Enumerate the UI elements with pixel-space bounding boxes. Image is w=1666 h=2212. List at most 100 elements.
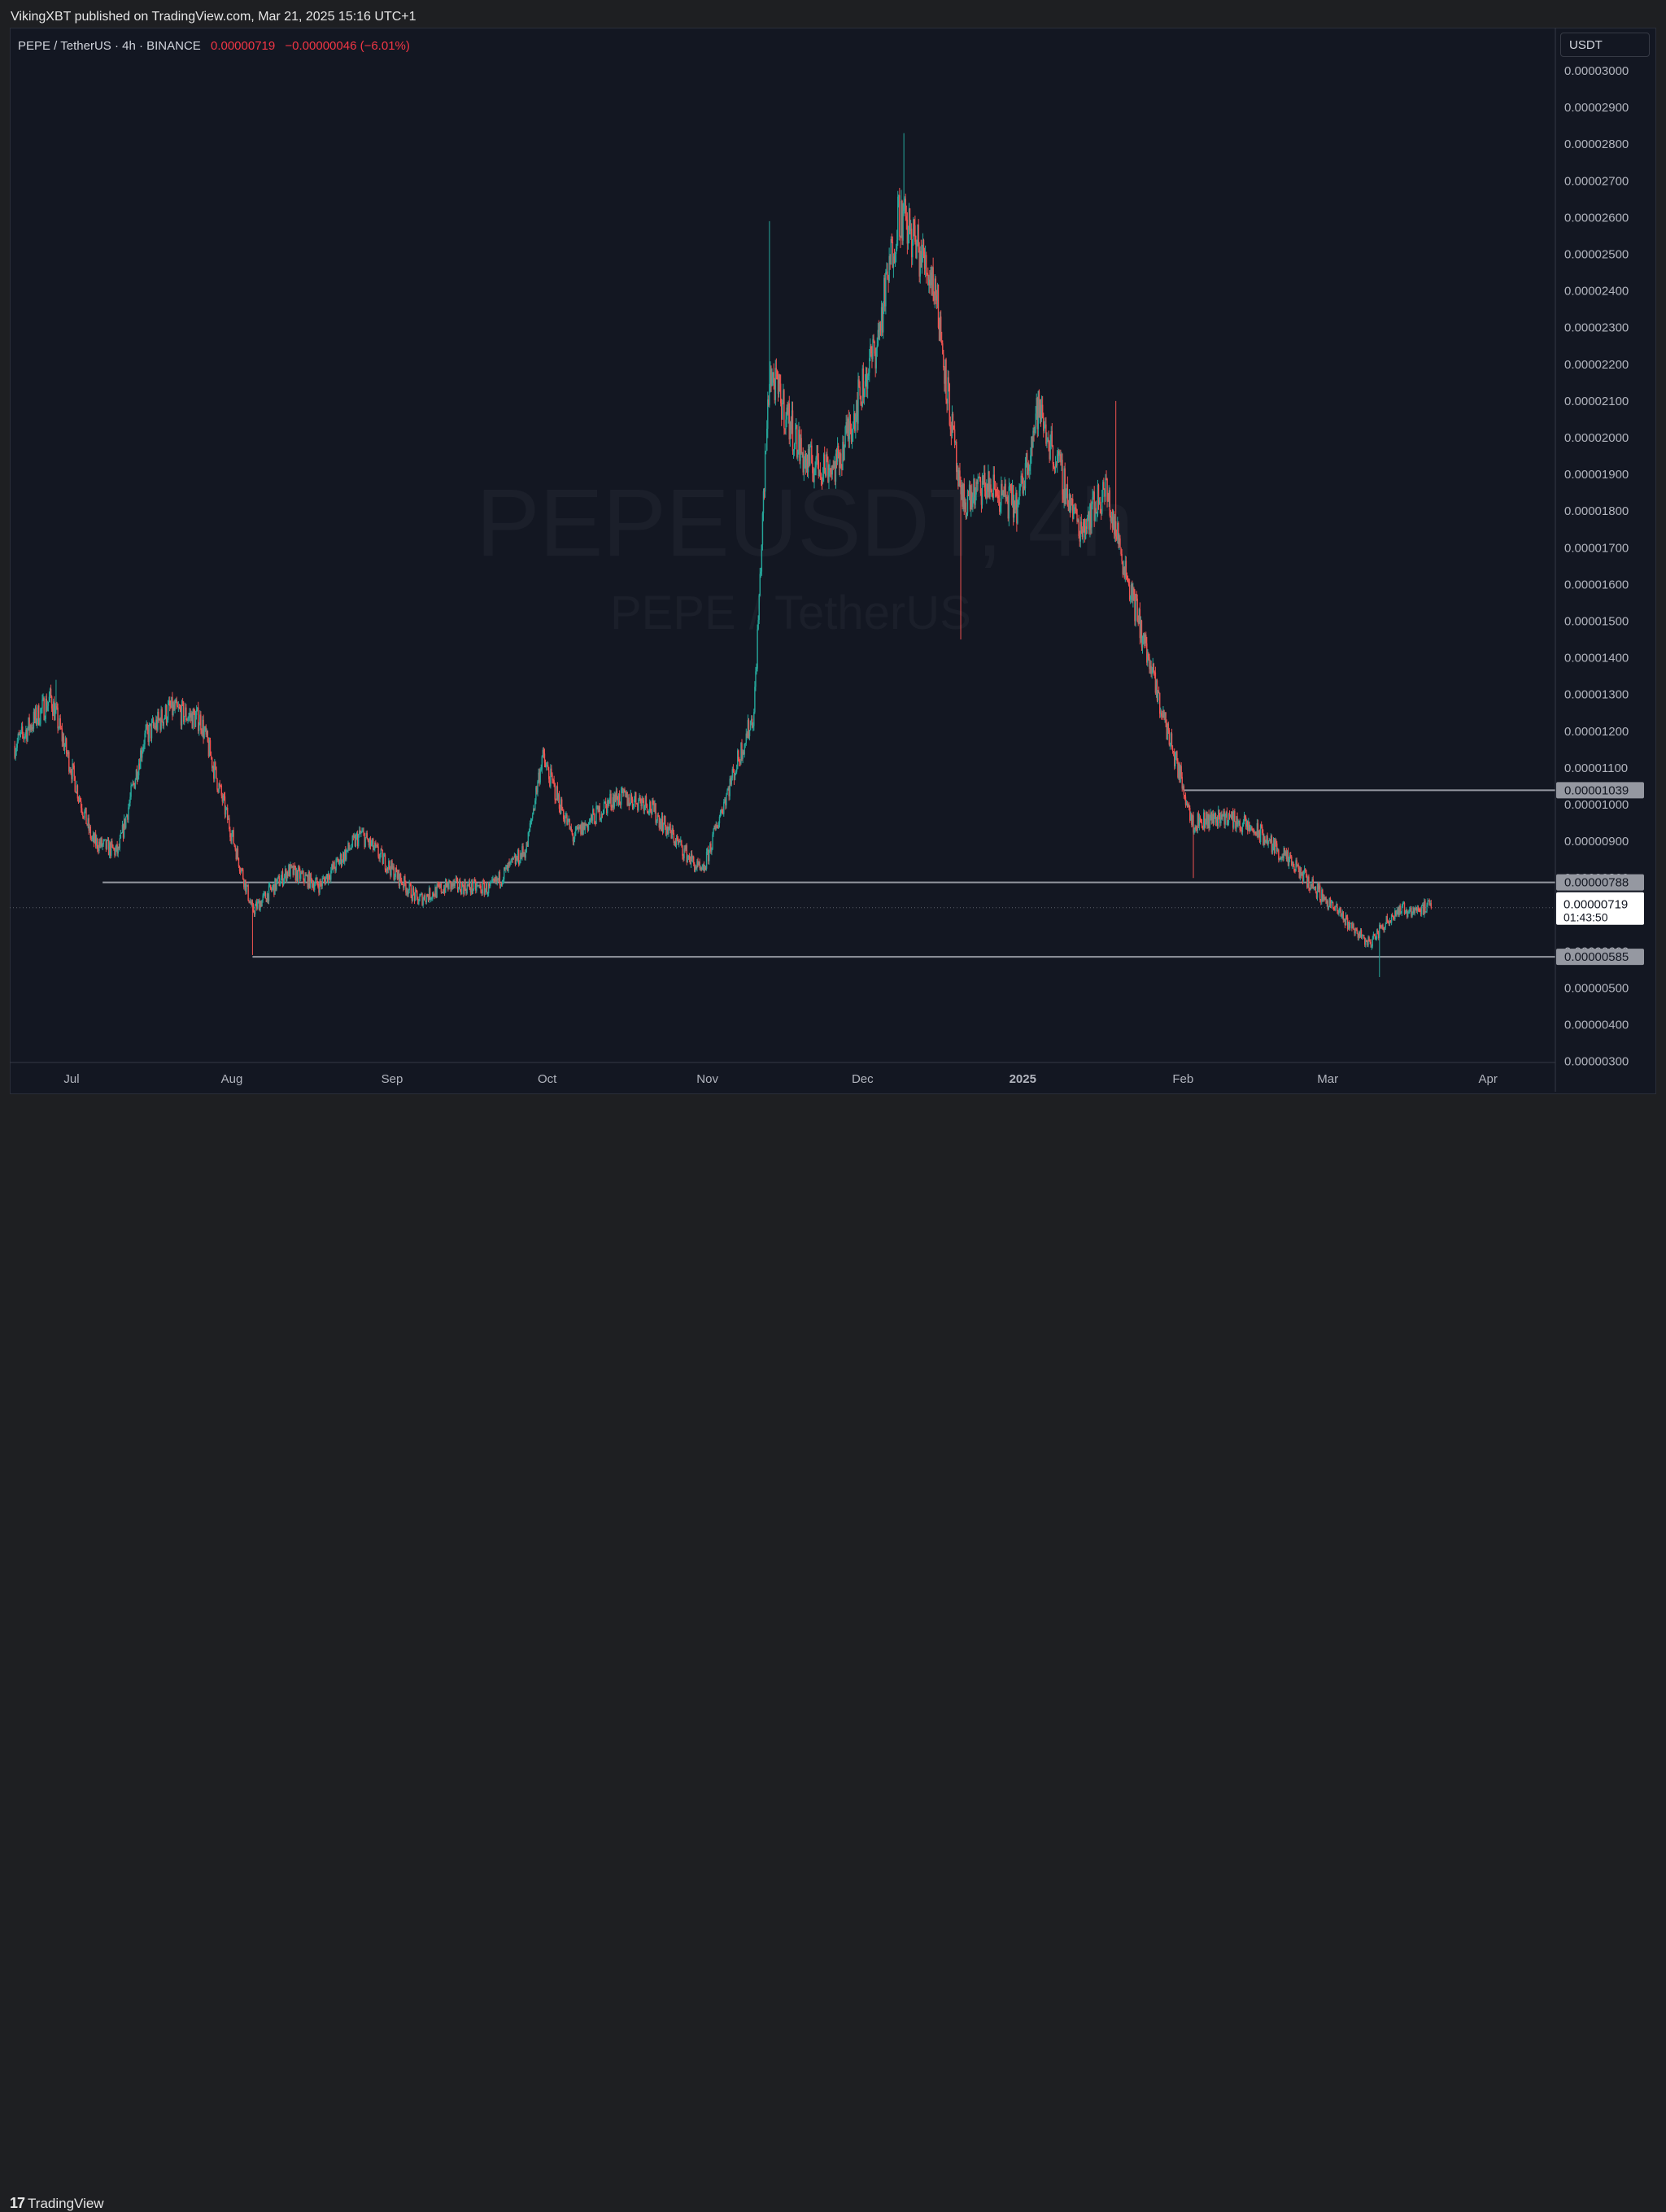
candle [784, 428, 785, 434]
candle-body [215, 762, 216, 766]
candle [860, 395, 861, 405]
candle-body [760, 574, 761, 595]
candle-body [200, 714, 201, 730]
candle-body [914, 225, 915, 242]
candle [151, 718, 152, 743]
candle [1044, 421, 1045, 434]
candle-body [959, 470, 960, 485]
candle [98, 839, 99, 853]
candle-body [1305, 869, 1306, 870]
candle-body [1000, 505, 1001, 511]
candle [1418, 905, 1419, 912]
candle-body [130, 786, 131, 797]
candle [771, 369, 772, 386]
candle-body [543, 750, 544, 754]
candle-body [1081, 521, 1082, 529]
candle-body [840, 453, 841, 465]
candle [1106, 478, 1107, 507]
candle [1411, 911, 1412, 918]
y-tick-label: 0.00000500 [1564, 982, 1629, 996]
candle-body [1148, 654, 1149, 657]
candle-body [219, 783, 220, 785]
candle-body [1384, 927, 1385, 930]
candle-body [632, 800, 633, 807]
candle-body [502, 882, 503, 884]
candle [300, 870, 301, 881]
candle-body [668, 829, 669, 834]
candle [897, 191, 898, 246]
candle [27, 726, 28, 742]
candle-body [1150, 666, 1151, 674]
candle-body [850, 421, 851, 431]
candle [978, 473, 979, 491]
candle-body [1193, 830, 1194, 833]
candle-body [723, 802, 724, 814]
candle-body [542, 757, 543, 770]
candle-body [493, 879, 494, 880]
candle [341, 853, 342, 868]
candle-body [912, 240, 913, 257]
candle-body [909, 208, 910, 231]
candle [207, 731, 208, 743]
candle [455, 881, 456, 888]
candle [158, 709, 159, 723]
candle [923, 238, 924, 258]
candle-body [852, 433, 853, 442]
candle-body [348, 843, 349, 849]
candle-body [85, 808, 86, 824]
candle-body [554, 783, 555, 800]
candle-body [419, 897, 420, 901]
candle-body [938, 285, 939, 328]
candle [658, 813, 659, 818]
candle-body [1338, 910, 1339, 914]
candle [1078, 515, 1079, 539]
candle [573, 833, 574, 845]
candle [1331, 900, 1332, 909]
candle-body [1205, 823, 1206, 828]
candle [478, 885, 479, 888]
candle [1020, 471, 1021, 487]
candle-body [1030, 456, 1031, 466]
candle-body [167, 720, 168, 723]
candle-body [64, 746, 65, 750]
candle-body [572, 831, 573, 835]
candle-body [594, 814, 595, 824]
price-chart[interactable]: 0.000030000.000029000.000028000.00002700… [0, 0, 1666, 1128]
candle-body [519, 863, 520, 865]
candle-body [57, 708, 58, 729]
candle-body [1368, 937, 1369, 941]
candle-body [869, 358, 870, 373]
candle-body [878, 330, 879, 346]
candle [794, 443, 795, 456]
candle-body [885, 272, 886, 306]
candle [335, 857, 336, 873]
candle-body [262, 896, 263, 901]
candle-body [718, 823, 719, 828]
candle [767, 391, 768, 438]
candle [162, 707, 163, 722]
candle-body [652, 801, 653, 804]
candle [1060, 450, 1061, 466]
candle-body [605, 801, 606, 804]
candle [181, 700, 182, 730]
candle-body [377, 847, 378, 857]
candle [57, 704, 58, 734]
candle [253, 903, 254, 913]
candle-body [16, 748, 17, 752]
candle-body [505, 867, 506, 869]
candle [750, 720, 751, 730]
candle-body [1127, 579, 1128, 582]
candle [1421, 905, 1422, 917]
candle-body [926, 255, 927, 273]
candle-body [1404, 903, 1405, 914]
candle-body [457, 879, 458, 889]
candle [1340, 907, 1341, 917]
candle [120, 830, 121, 839]
candle [1115, 401, 1116, 542]
candle [1052, 423, 1053, 447]
candle-body [97, 839, 98, 849]
candle [783, 389, 784, 435]
candle-body [225, 808, 226, 814]
candle-body [749, 731, 750, 736]
